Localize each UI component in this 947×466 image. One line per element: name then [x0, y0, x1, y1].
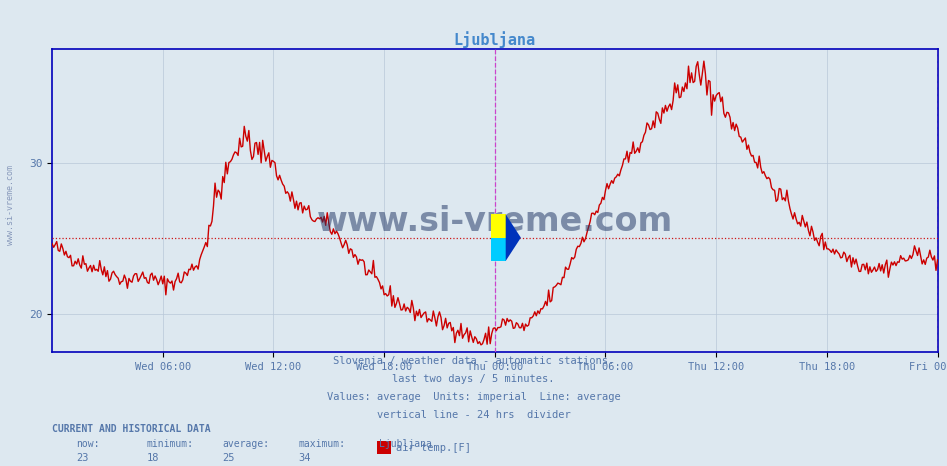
Text: maximum:: maximum:	[298, 439, 346, 449]
Text: CURRENT AND HISTORICAL DATA: CURRENT AND HISTORICAL DATA	[52, 424, 211, 434]
Polygon shape	[506, 214, 521, 261]
Text: www.si-vreme.com: www.si-vreme.com	[316, 205, 673, 238]
Text: last two days / 5 minutes.: last two days / 5 minutes.	[392, 374, 555, 384]
Polygon shape	[491, 238, 506, 261]
Text: vertical line - 24 hrs  divider: vertical line - 24 hrs divider	[377, 410, 570, 419]
Text: Values: average  Units: imperial  Line: average: Values: average Units: imperial Line: av…	[327, 392, 620, 402]
Text: minimum:: minimum:	[147, 439, 194, 449]
Text: 25: 25	[223, 453, 235, 463]
Title: Ljubljana: Ljubljana	[454, 31, 536, 48]
Text: 18: 18	[147, 453, 159, 463]
Text: Slovenia / weather data - automatic stations.: Slovenia / weather data - automatic stat…	[333, 356, 614, 366]
Text: Ljubljana: Ljubljana	[379, 439, 432, 449]
Text: air temp.[F]: air temp.[F]	[396, 443, 471, 453]
Text: www.si-vreme.com: www.si-vreme.com	[6, 165, 15, 245]
Text: now:: now:	[76, 439, 99, 449]
Text: average:: average:	[223, 439, 270, 449]
Polygon shape	[491, 214, 506, 238]
Text: 34: 34	[298, 453, 311, 463]
Text: 23: 23	[76, 453, 88, 463]
